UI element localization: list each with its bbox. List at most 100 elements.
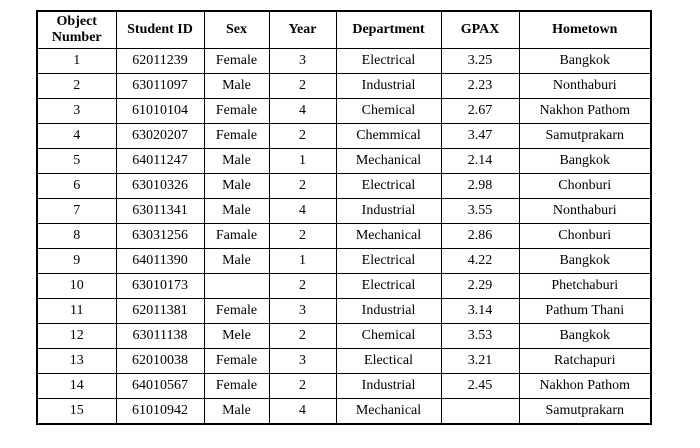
table-cell: 2 [268, 73, 337, 99]
column-header: GPAX [440, 10, 520, 49]
table-cell: 2.98 [440, 173, 520, 199]
table-header: Object Number Student ID Sex Year Department… [36, 10, 652, 49]
table-cell: 11 [36, 298, 117, 324]
table-cell: 2 [268, 373, 337, 399]
table-cell: 3 [268, 298, 337, 324]
table-cell: Electrical [335, 48, 442, 74]
table-cell: Samutprakarn [518, 398, 652, 425]
table-cell: 1 [268, 248, 337, 274]
table-cell: 4 [268, 198, 337, 224]
table-cell: Mechanical [335, 223, 442, 249]
table-cell: 63020207 [115, 123, 205, 149]
table-cell: 3.55 [440, 198, 520, 224]
column-header: Year [268, 10, 337, 49]
table-cell: 10 [36, 273, 117, 299]
table-cell: 62011239 [115, 48, 205, 74]
table-cell: 7 [36, 198, 117, 224]
table-cell: Mechanical [335, 398, 442, 425]
table-cell: 2 [268, 173, 337, 199]
table-cell: 2.29 [440, 273, 520, 299]
table-cell: 12 [36, 323, 117, 349]
table-cell: Female [203, 298, 270, 324]
table-row: 13 62010038 Female 3 Electical 3.21 Ratchapuri [36, 348, 652, 374]
table-cell: Mechanical [335, 148, 442, 174]
table-cell: 2.14 [440, 148, 520, 174]
table-cell: 63010173 [115, 273, 205, 299]
table-cell: Bangkok [518, 248, 652, 274]
table-row: 14 64010567 Female 2 Industrial 2.45 Nakhon Pa… [36, 373, 652, 399]
table-cell: Male [203, 73, 270, 99]
table-cell: Male [203, 198, 270, 224]
table-cell: Female [203, 98, 270, 124]
table-cell: 1 [268, 148, 337, 174]
table-cell: 3.14 [440, 298, 520, 324]
table-cell: 2.45 [440, 373, 520, 399]
table-cell: 62011381 [115, 298, 205, 324]
table-cell: 4.22 [440, 248, 520, 274]
table-cell: 4 [268, 398, 337, 425]
table-cell: Male [203, 148, 270, 174]
column-header: Student ID [115, 10, 205, 49]
table-cell: Chonburi [518, 223, 652, 249]
table-cell: 2.86 [440, 223, 520, 249]
table-cell: Female [203, 348, 270, 374]
table-cell: Bangkok [518, 323, 652, 349]
table-cell: 2.67 [440, 98, 520, 124]
table-cell: Male [203, 173, 270, 199]
table-cell: 3 [268, 48, 337, 74]
table-cell: 3 [36, 98, 117, 124]
table-cell: 62010038 [115, 348, 205, 374]
table-cell: Industrial [335, 73, 442, 99]
table-cell: Nakhon Pathom [518, 373, 652, 399]
table-row: 6 63010326 Male 2 Electrical 2.98 Chonburi [36, 173, 652, 199]
table-cell: Female [203, 373, 270, 399]
table-cell: Electrical [335, 273, 442, 299]
table-cell: 3 [268, 348, 337, 374]
table-cell: 14 [36, 373, 117, 399]
column-header: Hometown [518, 10, 652, 49]
table-cell: Industrial [335, 373, 442, 399]
table-cell: 61010104 [115, 98, 205, 124]
table-row: 11 62011381 Female 3 Industrial 3.14 Pathum Th… [36, 298, 652, 324]
table-row: 8 63031256 Famale 2 Mechanical 2.86 Chonburi [36, 223, 652, 249]
table-cell: 13 [36, 348, 117, 374]
table-row: 2 63011097 Male 2 Industrial 2.23 Nonthaburi [36, 73, 652, 99]
table-cell: 9 [36, 248, 117, 274]
table-cell: Famale [203, 223, 270, 249]
table-cell: 3.53 [440, 323, 520, 349]
table-cell: 3.21 [440, 348, 520, 374]
column-header: Sex [203, 10, 270, 49]
table-cell: Pathum Thani [518, 298, 652, 324]
table-cell: 61010942 [115, 398, 205, 425]
table-cell: Chemical [335, 98, 442, 124]
column-header: Department [335, 10, 442, 49]
table-cell: 4 [268, 98, 337, 124]
column-header: Object Number [36, 10, 117, 49]
table-cell: 1 [36, 48, 117, 74]
table-cell: Nakhon Pathom [518, 98, 652, 124]
table-cell: 6 [36, 173, 117, 199]
table-cell: 64011390 [115, 248, 205, 274]
table-row: 12 63011138 Mele 2 Chemical 3.53 Bangkok [36, 323, 652, 349]
table-cell [203, 273, 270, 299]
table-cell: Samutprakarn [518, 123, 652, 149]
table-row: 5 64011247 Male 1 Mechanical 2.14 Bangkok [36, 148, 652, 174]
table-cell: 3.25 [440, 48, 520, 74]
table-cell: Industrial [335, 298, 442, 324]
table-cell: 63011138 [115, 323, 205, 349]
table-cell: Chemmical [335, 123, 442, 149]
table-cell: Chonburi [518, 173, 652, 199]
table-cell: Industrial [335, 198, 442, 224]
table-cell: 2 [268, 323, 337, 349]
table-row: 10 63010173 2 Electrical 2.29 Phetchaburi [36, 273, 652, 299]
table-cell: 63011341 [115, 198, 205, 224]
table-cell: Electrical [335, 173, 442, 199]
table-cell: Male [203, 248, 270, 274]
table-cell: 64011247 [115, 148, 205, 174]
student-data-table: Object Number Student ID Sex Year Department… [36, 10, 652, 425]
table-cell: Phetchaburi [518, 273, 652, 299]
table-cell: Ratchapuri [518, 348, 652, 374]
table-cell: Electical [335, 348, 442, 374]
table-row: 15 61010942 Male 4 Mechanical Samutprakarn [36, 398, 652, 425]
table-cell: 3.47 [440, 123, 520, 149]
